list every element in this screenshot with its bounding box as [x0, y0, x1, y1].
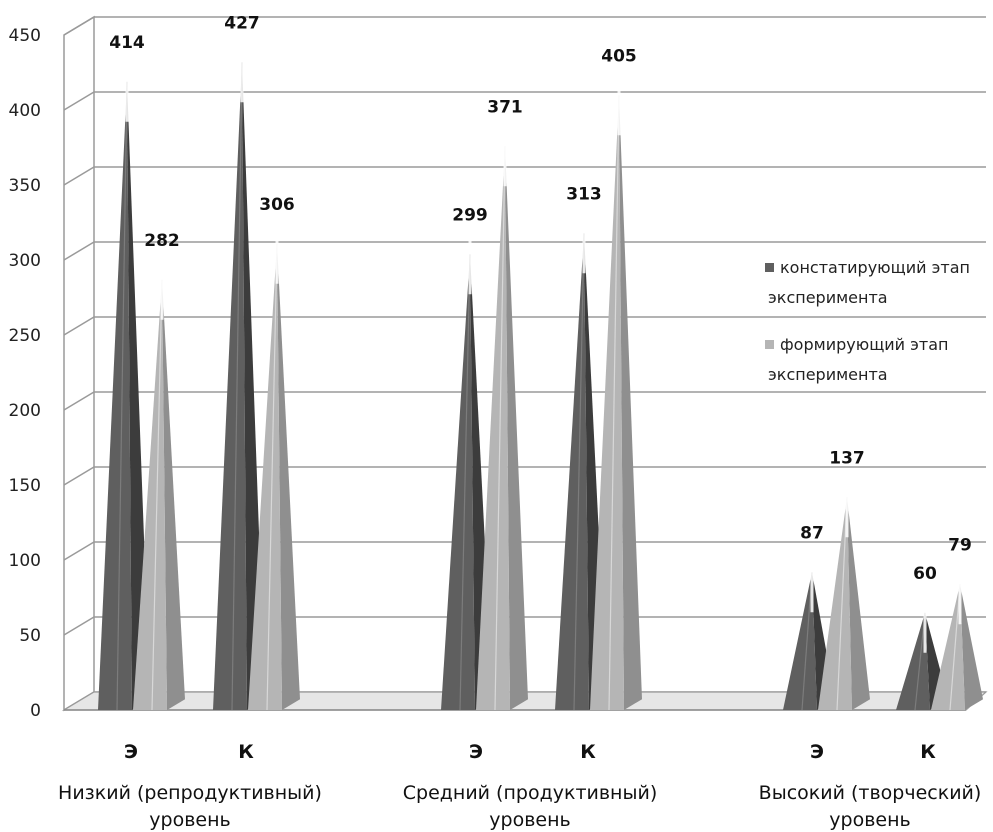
bar-ridge: [573, 233, 585, 711]
gridline: [63, 166, 986, 186]
bar-ridge: [608, 95, 620, 711]
y-tick-label: 350: [9, 176, 41, 196]
data-label: 313: [566, 184, 602, 204]
y-tick-label: 300: [9, 251, 41, 271]
legend: констатирующий этап эксперимента формиру…: [765, 258, 970, 384]
bar-front-face: [441, 254, 475, 711]
group-label-line2: уровень: [149, 809, 230, 831]
gridline: [63, 466, 986, 486]
group-label-line2: уровень: [489, 809, 570, 831]
bar-side-face: [505, 146, 528, 711]
y-tick-label: 50: [19, 626, 41, 646]
bar-front-face: [783, 572, 817, 710]
bar-ridge: [231, 62, 243, 711]
bar-front-face: [98, 81, 132, 711]
bar-side-face: [847, 497, 870, 710]
gridline: [63, 16, 986, 36]
bar-ridge: [836, 497, 848, 711]
bar-ridge: [801, 572, 813, 711]
data-label: 137: [829, 448, 865, 468]
bar-constating-6: [896, 586, 948, 711]
legend-label-series-2-line1: формирующий этап: [780, 335, 949, 354]
data-labels: 414 427 299 313 87 60 282 306 371 405 137 79: [109, 13, 972, 584]
legend-label-series-1-line1: констатирующий этап: [780, 258, 970, 277]
data-label: 414: [109, 33, 145, 53]
y-tick-label: 0: [30, 701, 41, 721]
x-tick-label: К: [580, 741, 596, 763]
y-tick-label: 100: [9, 551, 41, 571]
gridline: [63, 616, 986, 636]
bar-ridge: [151, 279, 163, 711]
legend-label-series-1-line2: эксперимента: [768, 288, 888, 307]
bar-front-face: [476, 146, 510, 711]
group-label-line1: Высокий (творческий): [759, 782, 982, 804]
bar-ridge: [949, 584, 961, 711]
legend-swatch-series-2: [765, 340, 774, 349]
data-label: 282: [144, 231, 180, 251]
y-tick-label: 400: [9, 101, 41, 121]
bar-front-face: [590, 95, 624, 711]
data-label: 60: [913, 564, 937, 584]
legend-swatch-series-1: [765, 263, 774, 272]
bar-forming-5: [818, 471, 870, 711]
bar-side-face: [162, 279, 185, 710]
bar-side-face: [619, 95, 642, 711]
x-tick-label: Э: [810, 741, 824, 763]
gridline: [63, 391, 986, 411]
x-tick-label: К: [920, 741, 936, 763]
group-label-line1: Низкий (репродуктивный): [58, 782, 322, 804]
x-axis: Э К Э К Э К Низкий (репродуктивный) уровень Сред…: [58, 741, 981, 831]
group-label-line2: уровень: [829, 809, 910, 831]
gridline: [63, 541, 986, 561]
data-label: 427: [224, 13, 260, 33]
y-tick-label: 250: [9, 326, 41, 346]
x-tick-label: Э: [469, 741, 483, 763]
x-tick-label: Э: [124, 741, 138, 763]
bar-ridge: [459, 254, 471, 711]
data-label: 371: [487, 97, 523, 117]
data-label: 87: [800, 523, 824, 543]
plot-walls: [63, 15, 95, 712]
x-tick-label: К: [238, 741, 254, 763]
data-marks: [98, 36, 983, 711]
side-wall: [63, 15, 95, 712]
data-label: 405: [601, 46, 637, 66]
y-tick-label: 150: [9, 476, 41, 496]
bar-front-face: [133, 279, 167, 710]
bar-front-face: [896, 612, 930, 710]
bar-side-face: [277, 243, 300, 711]
data-label: 306: [259, 195, 295, 215]
data-label: 79: [948, 535, 972, 555]
bar-forming-6: [931, 558, 983, 711]
group-label-line1: Средний (продуктивный): [403, 782, 658, 804]
bar-ridge: [266, 243, 278, 711]
bar-front-face: [818, 497, 852, 710]
gridlines: [63, 16, 986, 711]
bar-front-face: [213, 62, 247, 711]
bar-forming-3: [476, 120, 528, 711]
y-axis: 0 50 100 150 200 250 300 350 400 450: [9, 26, 41, 721]
bar-ridge: [494, 146, 506, 711]
bar-side-face: [960, 584, 983, 710]
bar-ridge: [116, 81, 128, 711]
data-label: 299: [452, 205, 488, 225]
bar-ridge: [914, 612, 926, 711]
y-tick-label: 200: [9, 401, 41, 421]
gridline: [63, 316, 986, 336]
bar-forming-4: [590, 69, 642, 711]
bar-forming-2: [248, 217, 300, 711]
bar-forming-1: [133, 253, 185, 711]
bar-front-face: [555, 233, 589, 711]
bar-front-face: [931, 584, 965, 710]
y-tick-label: 450: [9, 26, 41, 46]
bar-front-face: [248, 243, 282, 711]
gridline: [63, 91, 986, 111]
legend-label-series-2-line2: эксперимента: [768, 365, 888, 384]
gridline: [63, 241, 986, 261]
